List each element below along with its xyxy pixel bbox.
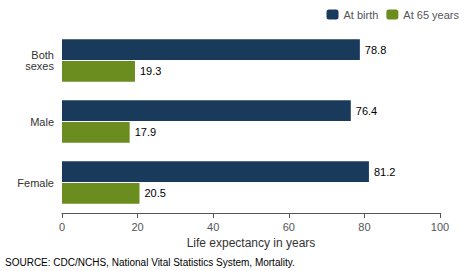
svg-text:100: 100 xyxy=(431,221,449,233)
svg-text:17.9: 17.9 xyxy=(135,126,156,138)
svg-text:20.5: 20.5 xyxy=(144,187,165,199)
svg-text:20: 20 xyxy=(131,221,143,233)
svg-text:At birth: At birth xyxy=(344,9,379,21)
svg-text:SOURCE: CDC/NCHS, National Vit: SOURCE: CDC/NCHS, National Vital Statist… xyxy=(5,257,295,268)
svg-text:sexes: sexes xyxy=(25,60,54,72)
svg-text:Both: Both xyxy=(31,49,54,61)
svg-text:19.3: 19.3 xyxy=(140,65,161,77)
svg-text:At 65 years: At 65 years xyxy=(403,9,459,21)
svg-text:80: 80 xyxy=(358,221,370,233)
svg-text:60: 60 xyxy=(283,221,295,233)
svg-text:78.8: 78.8 xyxy=(365,44,386,56)
svg-text:Female: Female xyxy=(17,177,54,189)
svg-text:76.4: 76.4 xyxy=(356,105,377,117)
svg-text:0: 0 xyxy=(59,221,65,233)
svg-text:40: 40 xyxy=(207,221,219,233)
svg-text:Life expectancy in years: Life expectancy in years xyxy=(187,236,316,250)
svg-text:Male: Male xyxy=(30,116,54,128)
svg-text:81.2: 81.2 xyxy=(374,166,395,178)
